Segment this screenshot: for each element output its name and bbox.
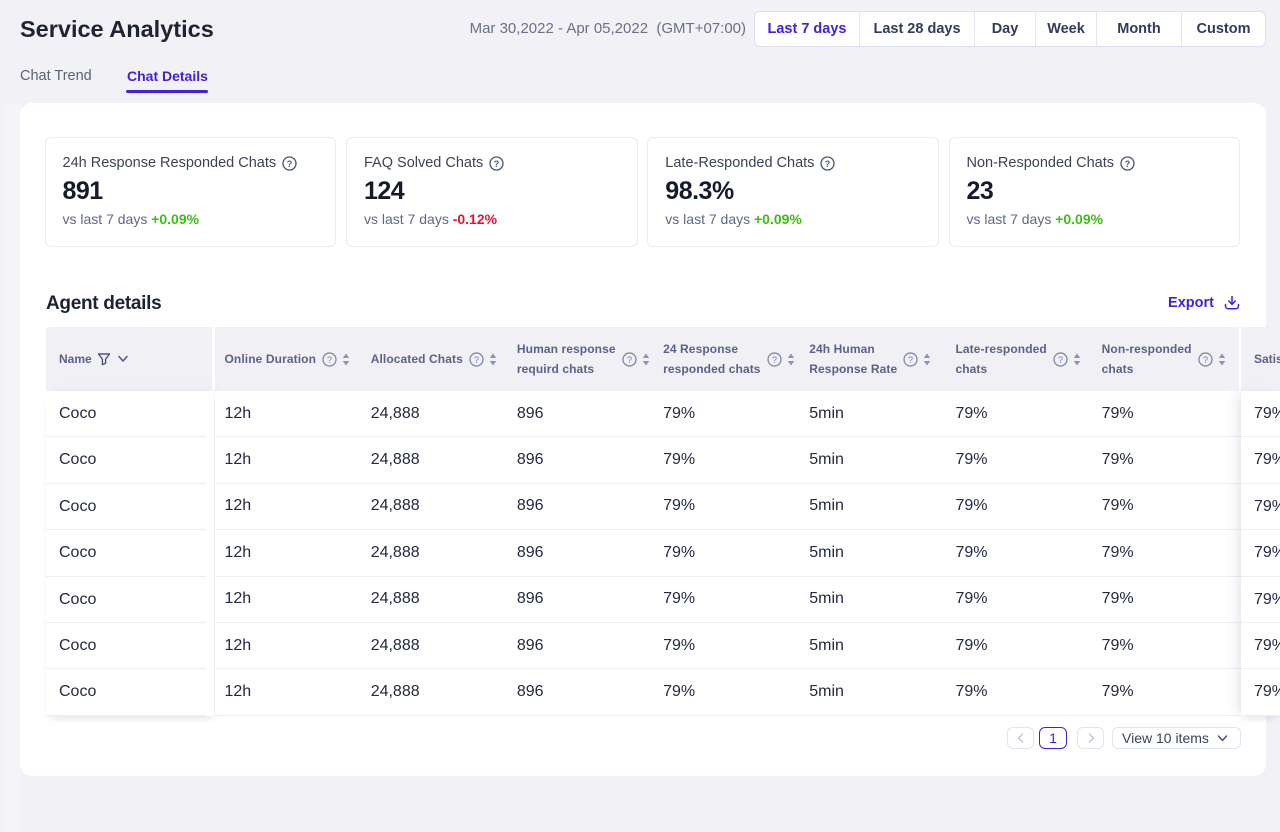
svg-text:?: ? xyxy=(1125,158,1131,168)
svg-text:?: ? xyxy=(627,354,632,364)
svg-text:?: ? xyxy=(327,354,332,364)
svg-text:?: ? xyxy=(1203,354,1208,364)
svg-text:?: ? xyxy=(474,354,479,364)
svg-text:?: ? xyxy=(287,158,293,168)
svg-text:?: ? xyxy=(825,158,831,168)
svg-text:?: ? xyxy=(1058,354,1063,364)
svg-text:?: ? xyxy=(908,354,913,364)
svg-text:?: ? xyxy=(772,354,777,364)
svg-text:?: ? xyxy=(494,158,500,168)
